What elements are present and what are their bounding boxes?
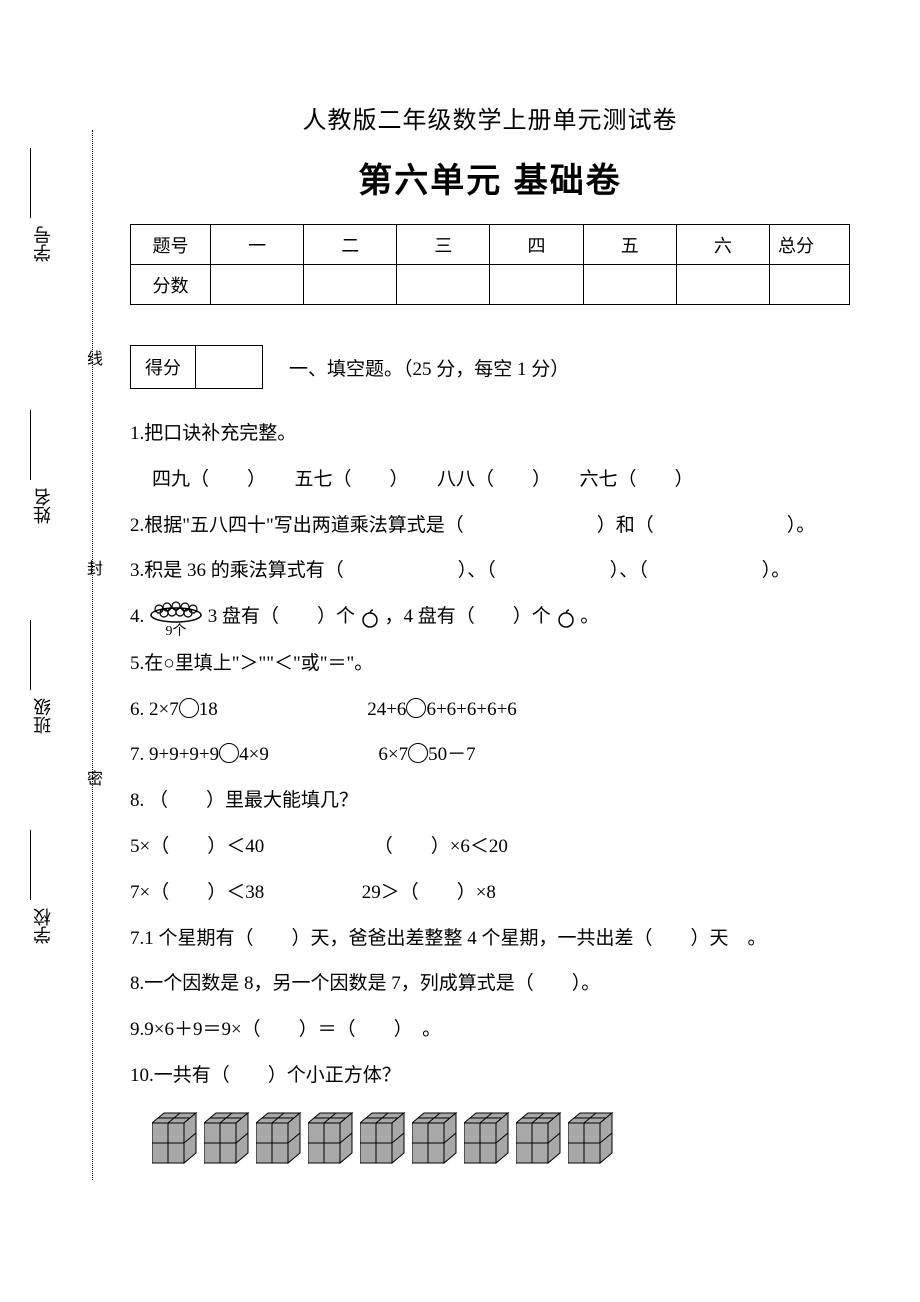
table-cell: [770, 265, 850, 305]
q7-left-after: 4×9: [239, 744, 269, 765]
binding-underline: [30, 148, 31, 218]
plate-label: 9个: [149, 625, 203, 639]
q1-stem: 1.把口诀补充完整。: [130, 413, 850, 455]
q7: 7. 9+9+9+9 4×9 6×7 50－7: [130, 734, 850, 776]
binding-label-class: 班级: [30, 698, 56, 734]
circle-blank: [408, 743, 428, 763]
q8-line1: 5×（ ）＜40 （ ）×6＜20: [130, 826, 850, 868]
table-cell: [304, 265, 397, 305]
q6-left: 6. 2×7: [130, 699, 179, 720]
q8-l1-left: 5×（ ）＜40: [130, 836, 264, 857]
q8-l2-right: 29＞（ ）×8: [362, 882, 496, 903]
table-cell: [676, 265, 769, 305]
q6-left-after: 18: [199, 699, 218, 720]
seal-char-secret: 密: [80, 770, 104, 786]
q1-items: 四九（ ） 五七（ ） 八八（ ） 六七（ ）: [130, 459, 850, 501]
binding-margin: 学号 线 姓名 封 班级 密 学校: [0, 130, 120, 1180]
apple-icon: [360, 606, 385, 627]
cube-block-icon: [152, 1109, 200, 1167]
binding-label-school: 学校: [30, 908, 56, 944]
q4-mid2: ，4 盘有（ ）个: [385, 606, 551, 627]
q8-l2-left: 7×（ ）＜38: [130, 882, 264, 903]
cube-block-icon: [464, 1109, 512, 1167]
table-cell: 三: [397, 225, 490, 265]
binding-underline: [30, 830, 31, 900]
table-cell: [583, 265, 676, 305]
q8b: 8.一个因数是 8，另一个因数是 7，列成算式是（ ）。: [130, 963, 850, 1005]
q6-right: 24+6: [367, 699, 406, 720]
page-title: 第六单元 基础卷: [130, 153, 850, 202]
table-cell: 一: [211, 225, 304, 265]
cube-block-icon: [568, 1109, 616, 1167]
score-box-label: 得分: [131, 346, 196, 388]
apple-icon: [556, 606, 581, 627]
binding-label-student-id: 学号: [30, 226, 56, 262]
q8-stem: 8. （ ）里最大能填几？: [130, 780, 850, 822]
section-title: 一、填空题。（25 分，每空 1 分）: [289, 354, 569, 381]
table-row: 分数: [131, 265, 850, 305]
cube-block-icon: [412, 1109, 460, 1167]
score-box-blank: [196, 346, 262, 388]
table-cell: 五: [583, 225, 676, 265]
binding-underline: [30, 620, 31, 690]
section-header: 得分 一、填空题。（25 分，每空 1 分）: [130, 345, 850, 389]
q4: 4. 9个 3 盘有（ ）个 ，4 盘有（ ）个 。: [130, 596, 850, 639]
table-cell: [397, 265, 490, 305]
table-cell: 总分: [770, 225, 850, 265]
binding-label-name: 姓名: [30, 488, 56, 524]
q7-right-after: 50－7: [428, 744, 476, 765]
score-box: 得分: [130, 345, 263, 389]
table-cell: [211, 265, 304, 305]
table-cell: 题号: [131, 225, 211, 265]
table-cell: 分数: [131, 265, 211, 305]
q3: 3.积是 36 的乘法算式有（ ）、（ ）、（ ）。: [130, 550, 850, 592]
q7-left: 7. 9+9+9+9: [130, 744, 219, 765]
score-table: 题号 一 二 三 四 五 六 总分 分数: [130, 224, 850, 305]
cube-block-icon: [308, 1109, 356, 1167]
q4-mid1: 3 盘有（ ）个: [208, 606, 355, 627]
circle-blank: [406, 698, 426, 718]
q6: 6. 2×7 18 24+6 6+6+6+6+6: [130, 689, 850, 731]
seal-char-line: 线: [80, 350, 104, 366]
binding-underline: [30, 410, 31, 480]
q4-prefix: 4.: [130, 606, 144, 627]
q4-suffix: 。: [580, 606, 599, 627]
table-cell: [490, 265, 583, 305]
table-cell: 四: [490, 225, 583, 265]
q7-right: 6×7: [378, 744, 408, 765]
cubes-row: [152, 1109, 850, 1167]
table-row: 题号 一 二 三 四 五 六 总分: [131, 225, 850, 265]
q8-l1-right: （ ）×6＜20: [374, 836, 508, 857]
table-cell: 二: [304, 225, 397, 265]
table-cell: 六: [676, 225, 769, 265]
cube-block-icon: [516, 1109, 564, 1167]
q9: 9.9×6＋9＝9×（ ）＝（ ） 。: [130, 1009, 850, 1051]
q7b: 7.1 个星期有（ ）天，爸爸出差整整 4 个星期，一共出差（ ）天 。: [130, 918, 850, 960]
q10: 10.一共有（ ）个小正方体？: [130, 1055, 850, 1097]
seal-char-seal: 封: [80, 560, 104, 576]
cube-block-icon: [256, 1109, 304, 1167]
q6-right-after: 6+6+6+6+6: [426, 699, 516, 720]
q2: 2.根据"五八四十"写出两道乘法算式是（ ）和（ ）。: [130, 505, 850, 547]
page-subtitle: 人教版二年级数学上册单元测试卷: [130, 100, 850, 135]
cube-block-icon: [204, 1109, 252, 1167]
q8-line2: 7×（ ）＜38 29＞（ ）×8: [130, 872, 850, 914]
dotted-fold-line: [92, 130, 93, 1180]
page-content: 人教版二年级数学上册单元测试卷 第六单元 基础卷 题号 一 二 三 四 五 六 …: [130, 100, 850, 1167]
q5: 5.在○里填上"＞""＜"或"＝"。: [130, 643, 850, 685]
cube-block-icon: [360, 1109, 408, 1167]
apple-plate-icon: 9个: [149, 597, 203, 639]
circle-blank: [179, 698, 199, 718]
circle-blank: [219, 743, 239, 763]
